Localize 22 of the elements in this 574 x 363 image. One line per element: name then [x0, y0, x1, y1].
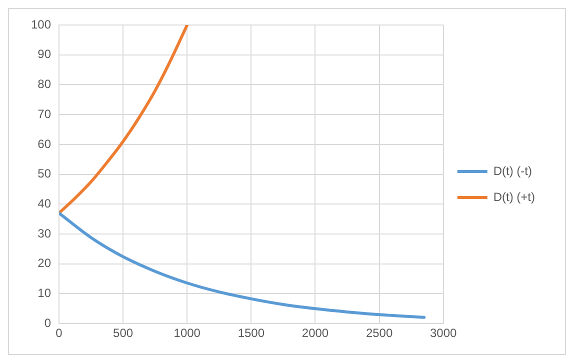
y-tick-label: 0: [44, 316, 52, 330]
legend-label: D(t) (+t): [493, 190, 536, 204]
y-tick-label: 90: [38, 47, 52, 62]
y-tick-label: 10: [38, 286, 52, 300]
x-tick-label: 1500: [238, 326, 265, 340]
x-tick-label: 2500: [366, 326, 393, 340]
legend-label: D(t) (-t): [493, 164, 532, 178]
x-tick-label: 2000: [302, 326, 329, 340]
y-tick-label: 70: [38, 106, 52, 121]
line-series: [59, 212, 426, 319]
y-tick-label: 50: [38, 166, 52, 181]
line-series: [59, 25, 189, 215]
y-tick-label: 60: [38, 136, 52, 151]
y-tick-label: 100: [30, 17, 52, 32]
x-tick-label: 500: [113, 326, 134, 340]
y-tick-label: 30: [38, 226, 52, 240]
x-tick-label: 0: [56, 326, 63, 340]
x-tick-label: 1000: [174, 326, 201, 340]
y-tick-label: 40: [38, 196, 52, 210]
y-tick-label: 80: [38, 77, 52, 92]
x-tick-label: 3000: [430, 326, 458, 340]
y-tick-label: 20: [38, 256, 52, 270]
